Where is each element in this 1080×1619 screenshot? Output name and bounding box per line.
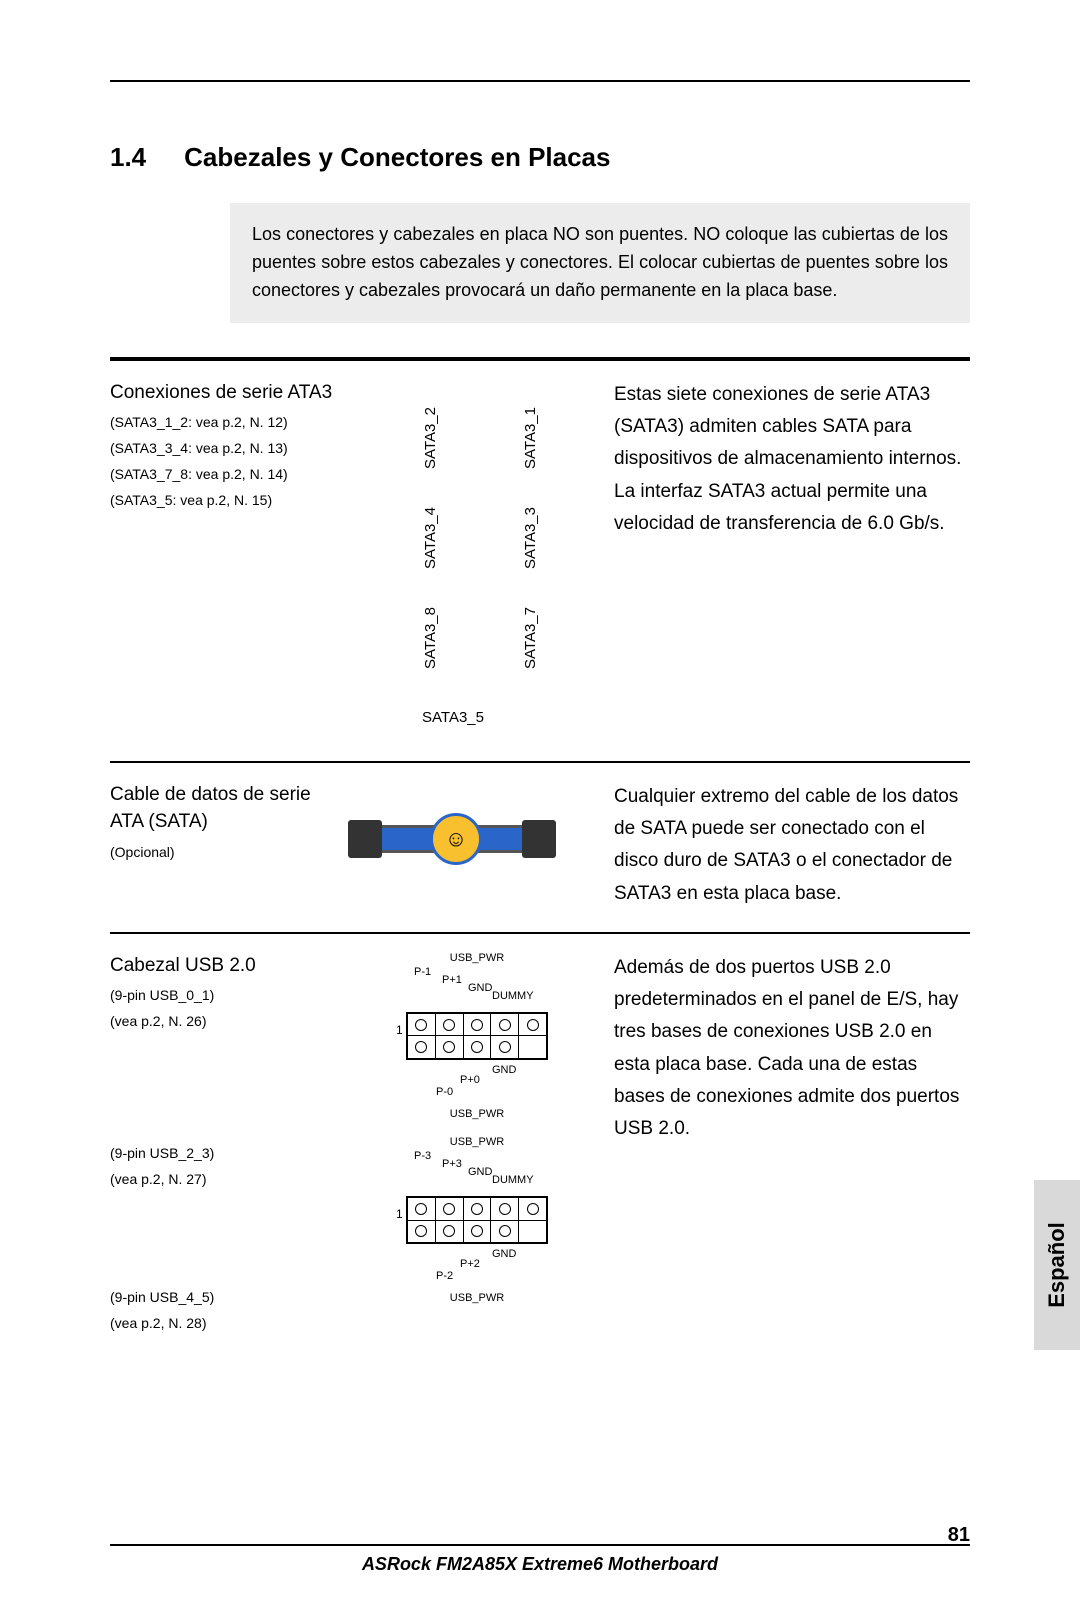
divider <box>110 932 970 934</box>
usb-pinout-diagram: USB_PWR P-1 P+1 GND DUMMY 1 GND P+0 P-0 <box>382 952 572 1120</box>
sata-ref: (SATA3_5: vea p.2, N. 15) <box>110 488 340 514</box>
sata-ref: (SATA3_1_2: vea p.2, N. 12) <box>110 410 340 436</box>
usb-title: Cabezal USB 2.0 <box>110 952 340 980</box>
cable-title: Cable de datos de serie ATA (SATA) <box>110 781 340 836</box>
footer-title: ASRock FM2A85X Extreme6 Motherboard <box>110 1554 970 1575</box>
heading-number: 1.4 <box>110 142 146 173</box>
sata-section: Conexiones de serie ATA3 (SATA3_1_2: vea… <box>110 379 970 679</box>
cable-desc: Cualquier extremo del cable de los datos… <box>614 781 970 910</box>
divider <box>110 761 970 763</box>
sata-label: SATA3_1 <box>522 407 539 469</box>
page-footer: 81 ASRock FM2A85X Extreme6 Motherboard <box>110 1544 970 1575</box>
usb-pin-ref: (9-pin USB_2_3) <box>110 1141 340 1167</box>
language-label: Español <box>1044 1222 1070 1308</box>
usb-pinout-diagram: USB_PWR P-3 P+3 GND DUMMY 1 GND P+2 P-2 <box>382 1136 572 1304</box>
top-rule <box>110 80 970 82</box>
warning-box: Los conectores y cabezales en placa NO s… <box>230 203 970 323</box>
page-number: 81 <box>948 1524 970 1547</box>
usb-pin-ref: (9-pin USB_4_5) <box>110 1285 340 1311</box>
sata-label: SATA3_8 <box>422 607 439 669</box>
sata-label: SATA3_2 <box>422 407 439 469</box>
usb-pin-ref: (9-pin USB_0_1) <box>110 983 340 1009</box>
usb-desc: Además de dos puertos USB 2.0 predetermi… <box>614 952 970 1337</box>
sata-label: SATA3_3 <box>522 507 539 569</box>
sata-diagram: SATA3_2 SATA3_1 SATA3_4 SATA3_3 SATA3_8 … <box>352 379 602 679</box>
usb-pwr-label: USB_PWR <box>382 1292 572 1304</box>
sata-label: SATA3_4 <box>422 507 439 569</box>
thick-rule <box>110 357 970 361</box>
usb-pwr-label: USB_PWR <box>382 1136 572 1148</box>
sata5-label: SATA3_5 <box>422 709 484 726</box>
sata-label: SATA3_7 <box>522 607 539 669</box>
cable-section: Cable de datos de serie ATA (SATA) (Opci… <box>110 781 970 910</box>
sata-desc: Estas siete conexiones de serie ATA3 (SA… <box>614 379 970 679</box>
usb-ref: (vea p.2, N. 28) <box>110 1311 340 1337</box>
usb-ref: (vea p.2, N. 26) <box>110 1009 340 1035</box>
heading-title: Cabezales y Conectores en Placas <box>184 142 610 173</box>
sata-ref: (SATA3_7_8: vea p.2, N. 14) <box>110 462 340 488</box>
section-heading: 1.4 Cabezales y Conectores en Placas <box>110 142 970 173</box>
usb-ref: (vea p.2, N. 27) <box>110 1167 340 1193</box>
sata-title: Conexiones de serie ATA3 <box>110 379 340 407</box>
sata-cable-illustration: ☺ <box>352 807 552 877</box>
usb-pwr-label: USB_PWR <box>382 952 572 964</box>
cable-sub: (Opcional) <box>110 840 340 866</box>
usb-section: Cabezal USB 2.0 (9-pin USB_0_1) (vea p.2… <box>110 952 970 1337</box>
usb-pwr-label: USB_PWR <box>382 1108 572 1120</box>
sata-ref: (SATA3_3_4: vea p.2, N. 13) <box>110 436 340 462</box>
language-tab: Español <box>1034 1180 1080 1350</box>
